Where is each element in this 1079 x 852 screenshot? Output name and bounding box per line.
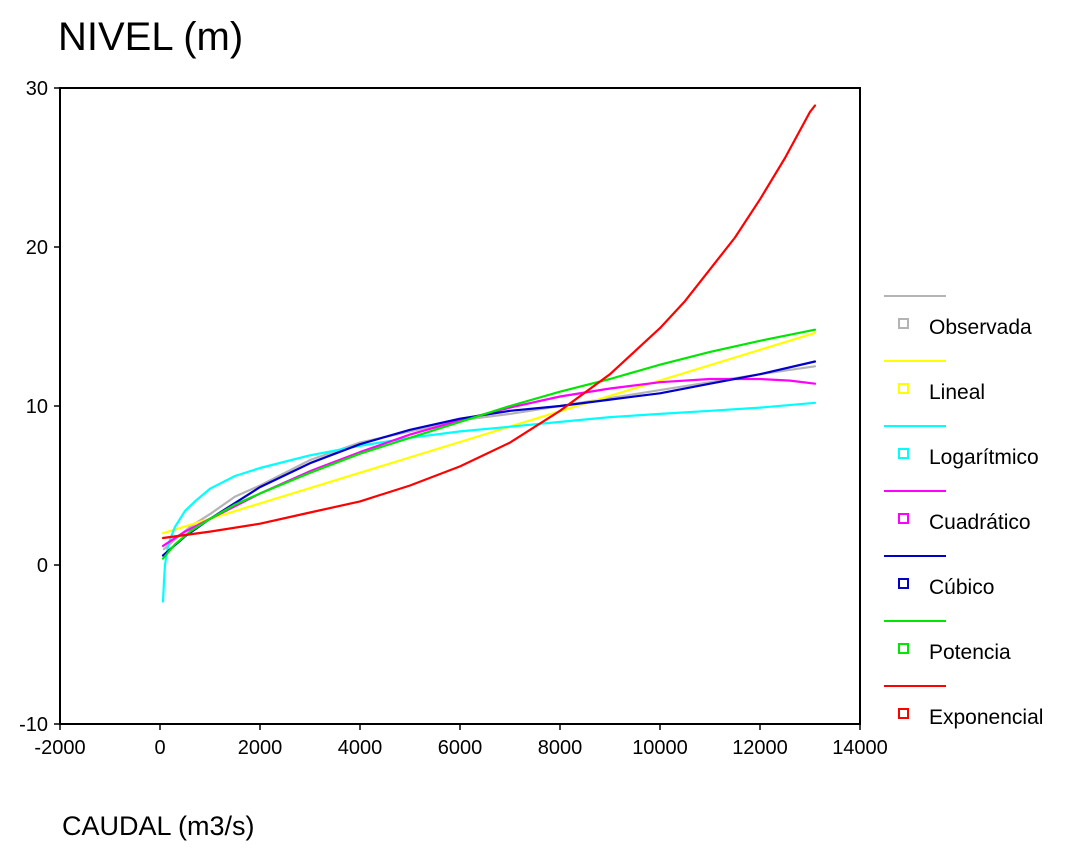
legend-label: Logarítmico [929,446,1039,469]
x-tick-label: 10000 [632,737,688,759]
series-line-5 [161,328,817,560]
legend-marker [898,448,909,459]
x-tick-label: 6000 [438,737,483,759]
y-tick-label: 20 [26,237,48,259]
series-line-4 [161,360,817,557]
y-ticks: -10 0 10 20 30 [19,78,60,736]
x-ticks: -2000 0 2000 4000 6000 8000 10000 12000 14000 [34,724,888,759]
legend-label: Potencia [929,641,1011,664]
legend-label: Cuadrático [929,511,1031,534]
legend-marker [898,578,909,589]
series-group [161,104,817,603]
plot-frame [59,87,861,725]
y-tick-label: -10 [19,714,48,736]
x-tick-label: 12000 [732,737,788,759]
y-tick-label: 30 [26,78,48,100]
series-line-3 [161,377,817,548]
y-axis-label: NIVEL (m) [58,15,243,59]
legend-marker [898,708,909,719]
legend-marker [898,383,909,394]
legend: Observada Lineal Logarítmico Cuadrático Cúbi… [884,295,1043,729]
legend-label: Lineal [929,381,985,404]
legend-marker [898,513,909,524]
x-tick-label: 14000 [832,737,888,759]
x-tick-label: 0 [154,737,165,759]
legend-label: Exponencial [929,706,1043,729]
x-tick-label: -2000 [34,737,85,759]
y-tick-label: 10 [26,396,48,418]
x-axis-label: CAUDAL (m3/s) [62,811,255,841]
legend-label: Cúbico [929,576,994,599]
series-line-0 [162,365,817,551]
x-tick-label: 8000 [538,737,583,759]
legend-marker [898,318,909,329]
legend-marker [898,643,909,654]
legend-label: Observada [929,316,1032,339]
x-tick-label: 2000 [238,737,283,759]
series-line-2 [161,401,817,603]
y-tick-label: 0 [37,555,48,577]
series-line-1 [161,331,817,535]
series-line-6 [161,104,817,540]
x-tick-label: 4000 [338,737,383,759]
